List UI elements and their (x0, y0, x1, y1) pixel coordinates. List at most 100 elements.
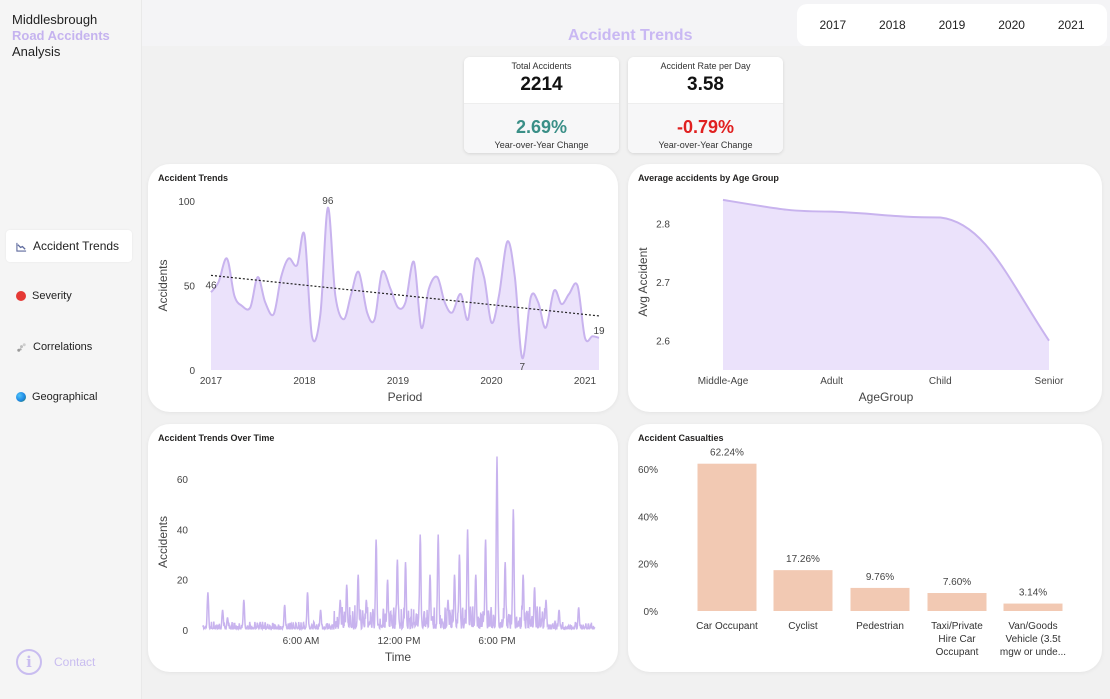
year-option[interactable]: 2021 (1057, 18, 1085, 32)
kpi-card-accident-rate: Accident Rate per Day 3.58 -0.79% Year-o… (628, 57, 783, 153)
y-tick-label: 50 (184, 282, 196, 293)
brand-line-3: Analysis (12, 44, 61, 59)
nav-item-label: Geographical (32, 391, 98, 403)
y-tick-label: 40% (638, 512, 658, 523)
contact-link[interactable]: i Contact (16, 649, 95, 675)
x-axis-title: Period (388, 390, 423, 404)
accident-trends-card: Accident Trends 0 50 100 2017 2018 2019 2020 20… (148, 164, 618, 412)
x-tick-label: 2018 (293, 376, 316, 387)
page-title: Accident Trends (568, 27, 693, 44)
area-fill (723, 199, 1049, 370)
nav-item-label: Severity (32, 290, 72, 302)
y-tick-label: 60% (638, 465, 658, 476)
year-option[interactable]: 2017 (819, 18, 847, 32)
x-tick-label: Hire Car (938, 634, 976, 645)
data-label: 3.14% (1019, 588, 1047, 599)
series-line (202, 456, 596, 632)
series-line (722, 198, 1050, 342)
x-tick-label: Taxi/Private (931, 621, 983, 632)
contact-label: Contact (54, 655, 96, 669)
nav-item-severity[interactable]: Severity (6, 280, 132, 312)
x-tick-label: 2019 (387, 376, 410, 387)
x-tick-label: 2020 (480, 376, 503, 387)
x-axis-title: AgeGroup (859, 390, 914, 404)
age-group-card: Average accidents by Age Group 2.6 2.7 2.8… (628, 164, 1102, 412)
bar (927, 593, 987, 611)
chart-title: Accident Trends (158, 173, 229, 183)
kpi-label: Total Accidents (511, 61, 572, 71)
data-label: 62.24% (710, 448, 744, 459)
brand-line-2: Road Accidents (12, 28, 110, 43)
data-label: 9.76% (866, 572, 894, 583)
x-tick-label: Middle-Age (698, 376, 749, 387)
y-tick-label: 2.8 (656, 219, 670, 230)
data-label: 96 (322, 196, 334, 207)
x-tick-label: Adult (820, 376, 843, 387)
trend-line (210, 274, 600, 317)
y-tick-label: 0% (644, 607, 659, 618)
kpi-value: 2214 (520, 74, 563, 95)
bar (850, 587, 910, 611)
red-dot-icon (16, 291, 26, 301)
data-label: 7 (520, 362, 526, 373)
y-axis-title: Accidents (156, 516, 170, 568)
x-tick-label: mgw or unde... (1000, 647, 1066, 658)
x-tick-label: Vehicle (3.5t (1005, 634, 1060, 645)
y-tick-label: 0 (182, 626, 188, 637)
kpi-change: 2.69% (515, 117, 568, 137)
casualties-chart: 0% 20% 40% 60% 62.24% Car Occupant 17.26% Cycli… (638, 448, 1066, 658)
brand-line-1: Middlesbrough (12, 12, 98, 27)
kpi-card-total-accidents: Total Accidents 2214 2.69% Year-over-Yea… (464, 57, 619, 153)
x-tick-label: 2021 (574, 376, 597, 387)
chart-trend-icon (16, 242, 27, 252)
year-option[interactable]: 2020 (998, 18, 1025, 32)
bar (773, 570, 833, 611)
x-tick-label: 6:00 PM (478, 636, 515, 647)
trends-over-time-card: Accident Trends Over Time 0 20 40 60 6:00 AM… (148, 424, 618, 672)
area-fill (211, 207, 599, 370)
year-option[interactable]: 2018 (879, 18, 906, 32)
x-tick-label: Pedestrian (856, 621, 904, 632)
y-tick-label: 60 (177, 475, 189, 486)
sidebar: Middlesbrough Road Accidents Analysis Ac… (0, 0, 142, 699)
y-tick-label: 20 (177, 576, 189, 587)
kpi-change: -0.79% (676, 117, 735, 137)
nav-item-correlations[interactable]: Correlations (6, 331, 132, 363)
y-tick-label: 2.7 (656, 278, 670, 289)
y-axis-title: Accidents (156, 259, 170, 311)
data-label: 46 (205, 280, 217, 291)
data-label: 17.26% (786, 554, 820, 565)
year-slicer: 2017 2018 2019 2020 2021 (797, 4, 1107, 46)
y-tick-label: 40 (177, 525, 189, 536)
y-tick-label: 100 (178, 197, 195, 208)
chart-title: Accident Casualties (638, 433, 724, 443)
x-tick-label: Cyclist (788, 621, 818, 632)
kpi-change-label: Year-over-Year Change (494, 140, 589, 150)
x-axis-title: Time (385, 650, 412, 664)
kpi-value: 3.58 (687, 74, 724, 95)
x-tick-label: Senior (1035, 376, 1065, 387)
kpi-label: Accident Rate per Day (660, 61, 751, 71)
chart-title: Average accidents by Age Group (638, 173, 779, 183)
x-tick-label: 12:00 PM (378, 636, 421, 647)
nav-item-geographical[interactable]: Geographical (6, 381, 132, 413)
nav-item-label: Correlations (33, 341, 93, 353)
x-tick-label: Car Occupant (696, 621, 758, 632)
nav-item-accident-trends[interactable]: Accident Trends (6, 230, 132, 262)
kpi-change-label: Year-over-Year Change (658, 140, 753, 150)
scatter-icon (17, 342, 26, 352)
x-tick-label: Child (929, 376, 952, 387)
nav-item-label: Accident Trends (33, 239, 120, 253)
casualties-card: Accident Casualties 0% 20% 40% 60% 62.24% Car… (628, 424, 1102, 672)
accident-trends-chart: 0 50 100 2017 2018 2019 2020 2021 46 96 7 19 Period A… (156, 196, 605, 404)
series-line (210, 206, 600, 360)
brand-title: Middlesbrough Road Accidents Analysis (12, 12, 110, 60)
bar (1003, 603, 1063, 611)
year-option[interactable]: 2019 (938, 18, 966, 32)
y-tick-label: 0 (189, 366, 195, 377)
trends-over-time-chart: 0 20 40 60 6:00 AM 12:00 PM 6:00 PM Time Acciden… (156, 456, 596, 664)
age-group-chart: 2.6 2.7 2.8 Middle-Age Adult Child Senior AgeGr… (636, 198, 1065, 404)
globe-icon (16, 392, 26, 402)
chart-title: Accident Trends Over Time (158, 433, 275, 443)
x-tick-label: 2017 (200, 376, 223, 387)
